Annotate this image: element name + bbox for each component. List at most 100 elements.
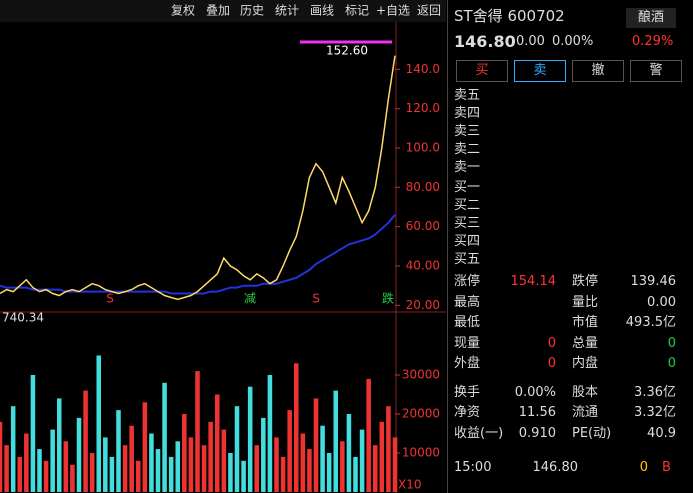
y-tick-label: 80.00 bbox=[406, 180, 440, 194]
quote-panel: ST舍得 600702 酿酒 146.80 0.00 0.00% 0.29% 买… bbox=[447, 0, 693, 493]
ask-label: 卖一 bbox=[454, 160, 481, 175]
volume-bar bbox=[135, 460, 141, 492]
y-tick-label: 20.00 bbox=[406, 298, 440, 312]
toolbar-button[interactable]: 返回 bbox=[417, 4, 441, 18]
stat-value: 154.14 bbox=[510, 274, 557, 289]
stat-label: 涨停 bbox=[454, 274, 481, 289]
trade-button[interactable]: 撤 bbox=[572, 60, 624, 82]
volume-bar bbox=[56, 398, 62, 492]
stat-label: 净资 bbox=[454, 405, 481, 420]
volume-bar bbox=[182, 414, 187, 492]
y-tick-label: 100.0 bbox=[406, 141, 440, 155]
volume-bar bbox=[37, 449, 42, 492]
volume-bar bbox=[386, 406, 391, 492]
volume-bar bbox=[333, 390, 339, 492]
stat-value: 0 bbox=[667, 335, 676, 351]
toolbar-button[interactable]: 统计 bbox=[275, 4, 299, 18]
volume-bar bbox=[346, 414, 352, 492]
tick-side: B bbox=[662, 460, 671, 475]
stat-value: 11.56 bbox=[518, 405, 556, 420]
volume-bar bbox=[89, 453, 95, 492]
stat-label: 现量 bbox=[454, 335, 481, 351]
chart: 复权 叠加 历史 统计 画线 标记 +自选 返回 20.00 40.00 60.00 80.00 100… bbox=[0, 0, 446, 493]
stat-value: 0 bbox=[667, 356, 676, 371]
volume-bar bbox=[142, 402, 148, 492]
stat-value: 3.32亿 bbox=[634, 405, 676, 420]
stock-name: ST舍得 600702 bbox=[454, 7, 565, 25]
volume-bar bbox=[326, 453, 332, 492]
toolbar-button[interactable]: 标记 bbox=[345, 4, 369, 18]
volume-bar bbox=[70, 464, 75, 492]
toolbar-button[interactable]: +自选 bbox=[376, 4, 410, 18]
volume-bar bbox=[10, 406, 16, 492]
bid-label: 买一 bbox=[454, 180, 481, 195]
trade-button[interactable]: 卖 bbox=[514, 60, 566, 82]
volume-bar bbox=[43, 460, 49, 492]
stat-label: 外盘 bbox=[454, 356, 481, 371]
volume-bar bbox=[24, 433, 29, 492]
stat-label: 最高 bbox=[454, 294, 481, 310]
stat-label: 最低 bbox=[454, 315, 481, 330]
volume-bar bbox=[17, 456, 23, 492]
bid-label: 买四 bbox=[454, 234, 481, 249]
signal-marker: S bbox=[106, 292, 114, 306]
pct: 0.00% bbox=[552, 34, 594, 49]
toolbar-button[interactable]: 叠加 bbox=[206, 4, 230, 18]
volume-bar bbox=[353, 456, 358, 492]
signal-marker: 跌 bbox=[382, 291, 394, 306]
volume-bar bbox=[4, 445, 9, 492]
volume-bar bbox=[155, 449, 161, 492]
volume-bar bbox=[300, 433, 306, 492]
stat-label: 市值 bbox=[572, 315, 599, 330]
y-tick-label: 20000 bbox=[402, 407, 440, 421]
volume-bar bbox=[214, 394, 220, 492]
stat-value: 0 bbox=[547, 356, 556, 371]
volume-bar bbox=[267, 375, 273, 492]
signal-marker: S bbox=[312, 292, 320, 306]
y-tick-label: 60.00 bbox=[406, 219, 440, 233]
volume-bar bbox=[372, 445, 378, 492]
ask-label: 卖三 bbox=[454, 124, 481, 139]
volume-bar bbox=[76, 417, 82, 492]
tick-time: 15:00 bbox=[454, 460, 492, 475]
signal-marker: 减 bbox=[244, 292, 256, 306]
volume-bar bbox=[228, 453, 233, 492]
volume-bar bbox=[340, 441, 345, 492]
volume-bar bbox=[254, 445, 260, 492]
price: 146.80 bbox=[454, 32, 516, 51]
stat-value: 493.5亿 bbox=[625, 315, 676, 330]
stat-value: 139.46 bbox=[630, 274, 677, 289]
volume-bar bbox=[392, 437, 398, 492]
stat-label: 收益(一) bbox=[454, 425, 504, 441]
volume-bar bbox=[313, 398, 319, 492]
stat-label: 总量 bbox=[572, 335, 599, 351]
y-tick-label: 10000 bbox=[402, 446, 440, 460]
stat-value: 0.910 bbox=[518, 425, 556, 441]
volume-bar bbox=[50, 429, 55, 492]
volume-bar bbox=[149, 433, 154, 492]
volume-bar bbox=[307, 449, 312, 492]
trade-button[interactable]: 警 bbox=[630, 60, 682, 82]
stat-label: 跌停 bbox=[572, 274, 599, 289]
ma-line bbox=[0, 214, 396, 295]
volume-bar bbox=[293, 363, 299, 492]
trade-button[interactable]: 买 bbox=[456, 60, 508, 82]
volume-bar bbox=[0, 421, 3, 492]
volume-bar bbox=[261, 417, 266, 492]
toolbar-button[interactable]: 复权 bbox=[171, 4, 195, 18]
volume-bar bbox=[195, 371, 200, 492]
volume-bar bbox=[201, 445, 207, 492]
sector[interactable]: 酿酒 bbox=[626, 8, 676, 28]
tick-price: 146.80 bbox=[532, 460, 579, 475]
volume-label: 740.34 bbox=[2, 311, 44, 325]
ask-label: 卖二 bbox=[454, 142, 481, 157]
volume-bar bbox=[103, 437, 108, 492]
stat-label: 内盘 bbox=[572, 356, 599, 371]
volume-bar bbox=[287, 410, 292, 492]
stat-label: 换手 bbox=[454, 384, 481, 400]
volume-bar bbox=[366, 378, 371, 492]
toolbar-button[interactable]: 画线 bbox=[310, 4, 334, 18]
toolbar-button[interactable]: 历史 bbox=[240, 4, 264, 18]
volume-bar bbox=[208, 421, 213, 492]
